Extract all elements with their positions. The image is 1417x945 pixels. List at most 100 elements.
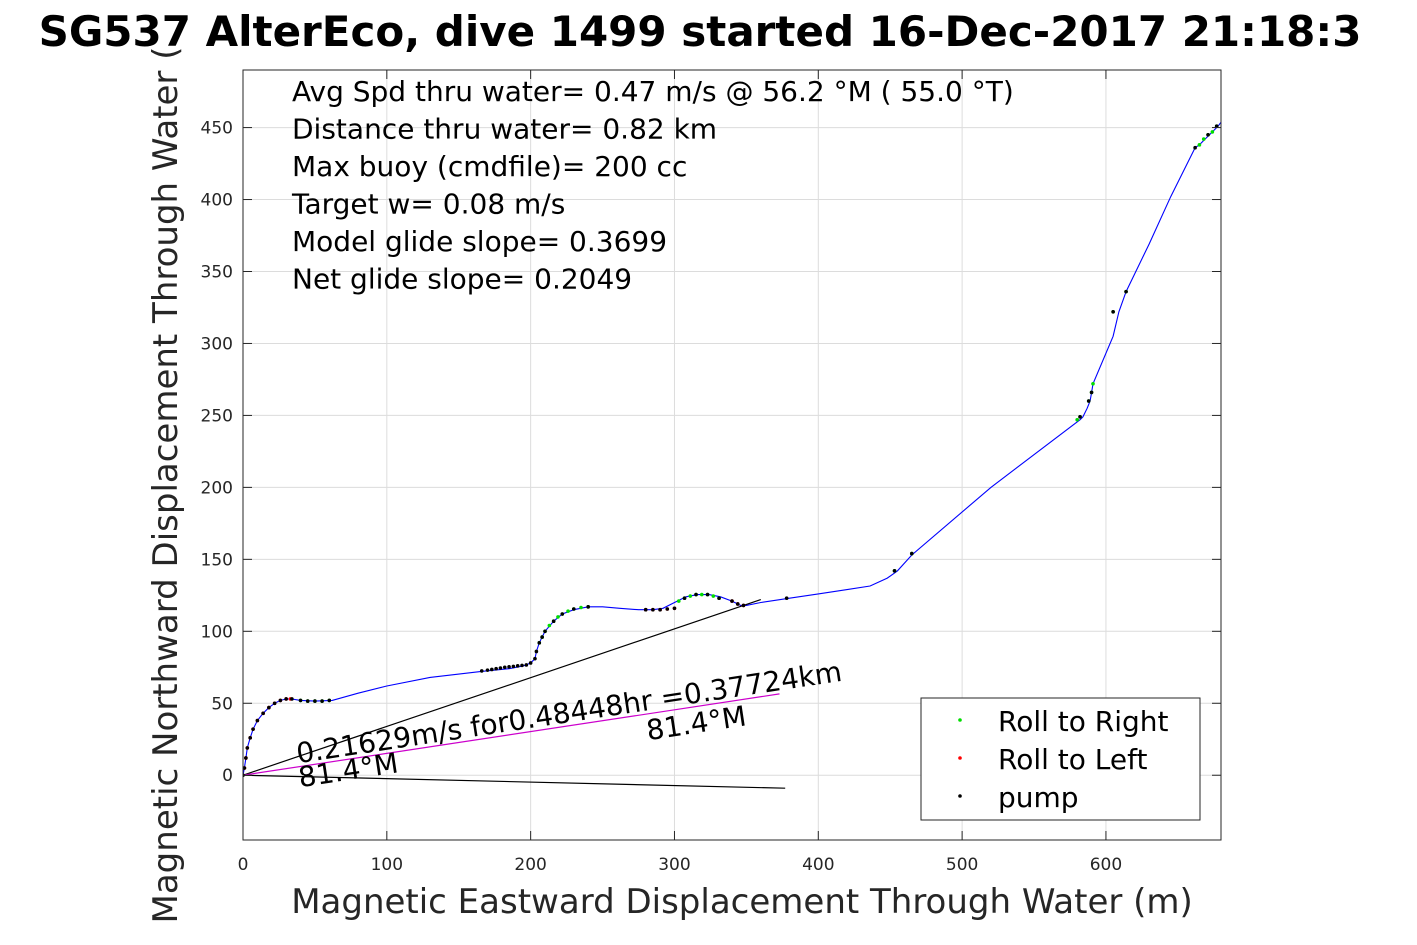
legend-marker-roll-left (958, 756, 962, 760)
pump-point (320, 699, 324, 703)
y-tick-label: 300 (201, 334, 233, 354)
summary-annotation: Avg Spd thru water= 0.47 m/s @ 56.2 °M (… (291, 75, 1014, 296)
x-tick-label: 400 (802, 855, 834, 875)
x-tick-label: 0 (238, 855, 249, 875)
roll-to-right-point (1197, 143, 1202, 147)
summary-line-avg-speed: Avg Spd thru water= 0.47 m/s @ 56.2 °M (… (292, 75, 1014, 108)
plot-frame (242, 69, 1222, 841)
roll-to-right-point (566, 609, 570, 613)
x-axis-title: Magnetic Eastward Displacement Through W… (291, 882, 1193, 922)
pump-point (694, 592, 698, 597)
pump-point (543, 629, 547, 634)
roll-to-right-point (688, 594, 693, 598)
legend-label-roll-right: Roll to Right (998, 705, 1169, 738)
pump-point (705, 592, 710, 597)
pump-point (1078, 415, 1082, 419)
pump-point (717, 596, 721, 601)
pump-point (784, 596, 789, 601)
summary-line-net-glide: Net glide slope= 0.2049 (292, 263, 632, 296)
pump-point (735, 602, 740, 606)
pump-point (494, 666, 498, 671)
pump-point (586, 605, 590, 609)
roll-to-right-point (579, 605, 583, 610)
pump-point (537, 641, 542, 645)
summary-line-max-buoy: Max buoy (cmdfile)= 200 cc (292, 150, 687, 183)
y-tick-label: 450 (201, 119, 233, 139)
roll-to-right-point (1075, 417, 1079, 422)
grid-lines (242, 70, 1221, 840)
pump-point (665, 607, 670, 611)
legend-marker-pump (958, 794, 962, 798)
x-tick-label: 500 (946, 855, 978, 875)
x-tick-label: 100 (371, 855, 403, 875)
y-tick-label: 200 (201, 478, 233, 498)
pump-point (892, 569, 897, 573)
pump-point (498, 666, 503, 670)
pump-point (305, 699, 310, 703)
pump-point (741, 603, 746, 608)
pump-point (479, 669, 484, 673)
pump-point (290, 697, 294, 701)
x-tick-label: 600 (1090, 855, 1122, 875)
axis-ticks: 0 100 200 300 400 500 600 0 50 100 150 200 250 300 350… (201, 70, 1221, 875)
pump-point (267, 705, 271, 710)
roll-to-right-point (711, 594, 716, 598)
legend-box (920, 697, 1201, 821)
legend: Roll to Right Roll to Left pump (920, 697, 1201, 821)
pump-point (248, 736, 252, 740)
pump-point (515, 664, 520, 668)
roll-to-right-point (676, 599, 681, 603)
pump-point (658, 607, 662, 612)
pump-point (909, 551, 914, 556)
pump-point (251, 727, 255, 731)
pump-point (1124, 289, 1128, 294)
pump-point (643, 607, 648, 612)
pump-point (560, 612, 565, 616)
pump-point (490, 667, 494, 672)
pump-point (524, 663, 529, 667)
legend-marker-roll-right (958, 718, 962, 722)
pump-point (1193, 145, 1197, 150)
summary-line-target-w: Target w= 0.08 m/s (291, 188, 565, 221)
summary-line-model-glide: Model glide slope= 0.3699 (292, 225, 667, 258)
x-tick-label: 200 (514, 855, 546, 875)
summary-line-distance: Distance thru water= 0.82 km (292, 113, 717, 146)
roll-to-right-point (699, 592, 704, 597)
roll-to-right-point (1091, 381, 1095, 386)
chart-title: SG537 AlterEco, dive 1499 started 16-Dec… (39, 7, 1362, 56)
y-tick-label: 350 (201, 262, 233, 282)
pump-point (540, 635, 544, 639)
pump-point (298, 698, 303, 703)
y-tick-label: 50 (211, 694, 233, 714)
pump-point (313, 699, 317, 703)
pump-point (672, 606, 677, 611)
net-current-line (243, 774, 786, 789)
pump-point (571, 607, 576, 611)
pump-point (255, 718, 260, 723)
pump-point (278, 698, 283, 703)
current-vector-line (243, 693, 780, 776)
pump-point (485, 668, 490, 672)
legend-label-roll-left: Roll to Left (998, 743, 1147, 776)
data-clip-group (243, 119, 1221, 789)
pump-point (682, 596, 687, 601)
y-tick-label: 150 (201, 550, 233, 570)
pump-point (528, 661, 533, 665)
y-tick-label: 400 (201, 191, 233, 211)
pump-point (551, 619, 556, 624)
pump-point (1089, 390, 1094, 395)
roll-to-right-point (1210, 130, 1215, 134)
roll-to-right-point (1201, 137, 1206, 141)
y-tick-label: 0 (222, 766, 233, 786)
pump-point (533, 656, 537, 661)
pump-point (327, 698, 332, 703)
net-displacement-line (243, 599, 761, 776)
pump-point (261, 711, 265, 716)
y-tick-label: 100 (201, 622, 233, 642)
pump-point (1086, 399, 1091, 403)
pump-point (511, 664, 516, 669)
y-axis-title: Magnetic Northward Displacement Through … (146, 47, 186, 924)
pump-point (244, 756, 248, 760)
pump-point (730, 599, 734, 603)
